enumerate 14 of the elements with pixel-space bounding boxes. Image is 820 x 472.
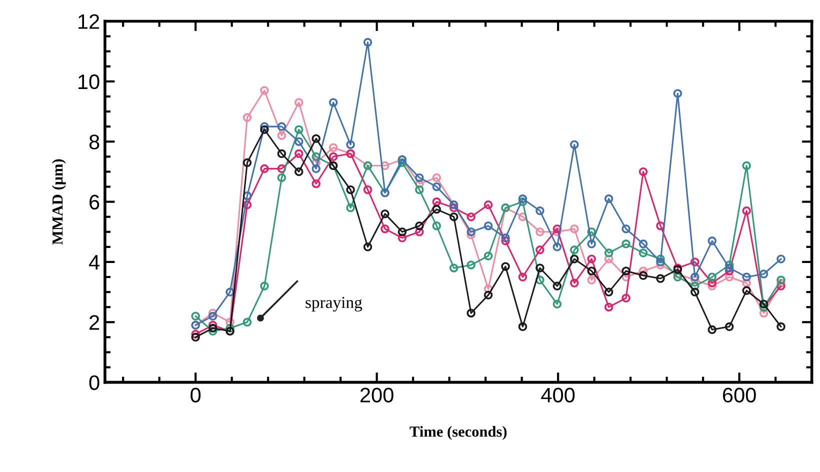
y-tick-label: 0 [89, 375, 100, 390]
x-tick-label: 400 [541, 388, 575, 402]
y-tick-label: 10 [78, 74, 100, 90]
y-tick-label: 4 [88, 255, 100, 270]
y-tick-label: 8 [89, 134, 100, 150]
x-tick-label: 600 [722, 388, 756, 402]
y-tick-label: 12 [78, 14, 100, 29]
x-axis-title: Time (seconds) [410, 426, 507, 440]
x-tick-label: 0 [190, 388, 201, 402]
y-tick-label: 6 [90, 194, 100, 210]
y-tick-label: 2 [90, 315, 100, 330]
x-tick-label: 200 [360, 388, 394, 402]
annotation: spraying [306, 296, 362, 312]
y-axis-title: MMAD (μm) [52, 159, 66, 245]
